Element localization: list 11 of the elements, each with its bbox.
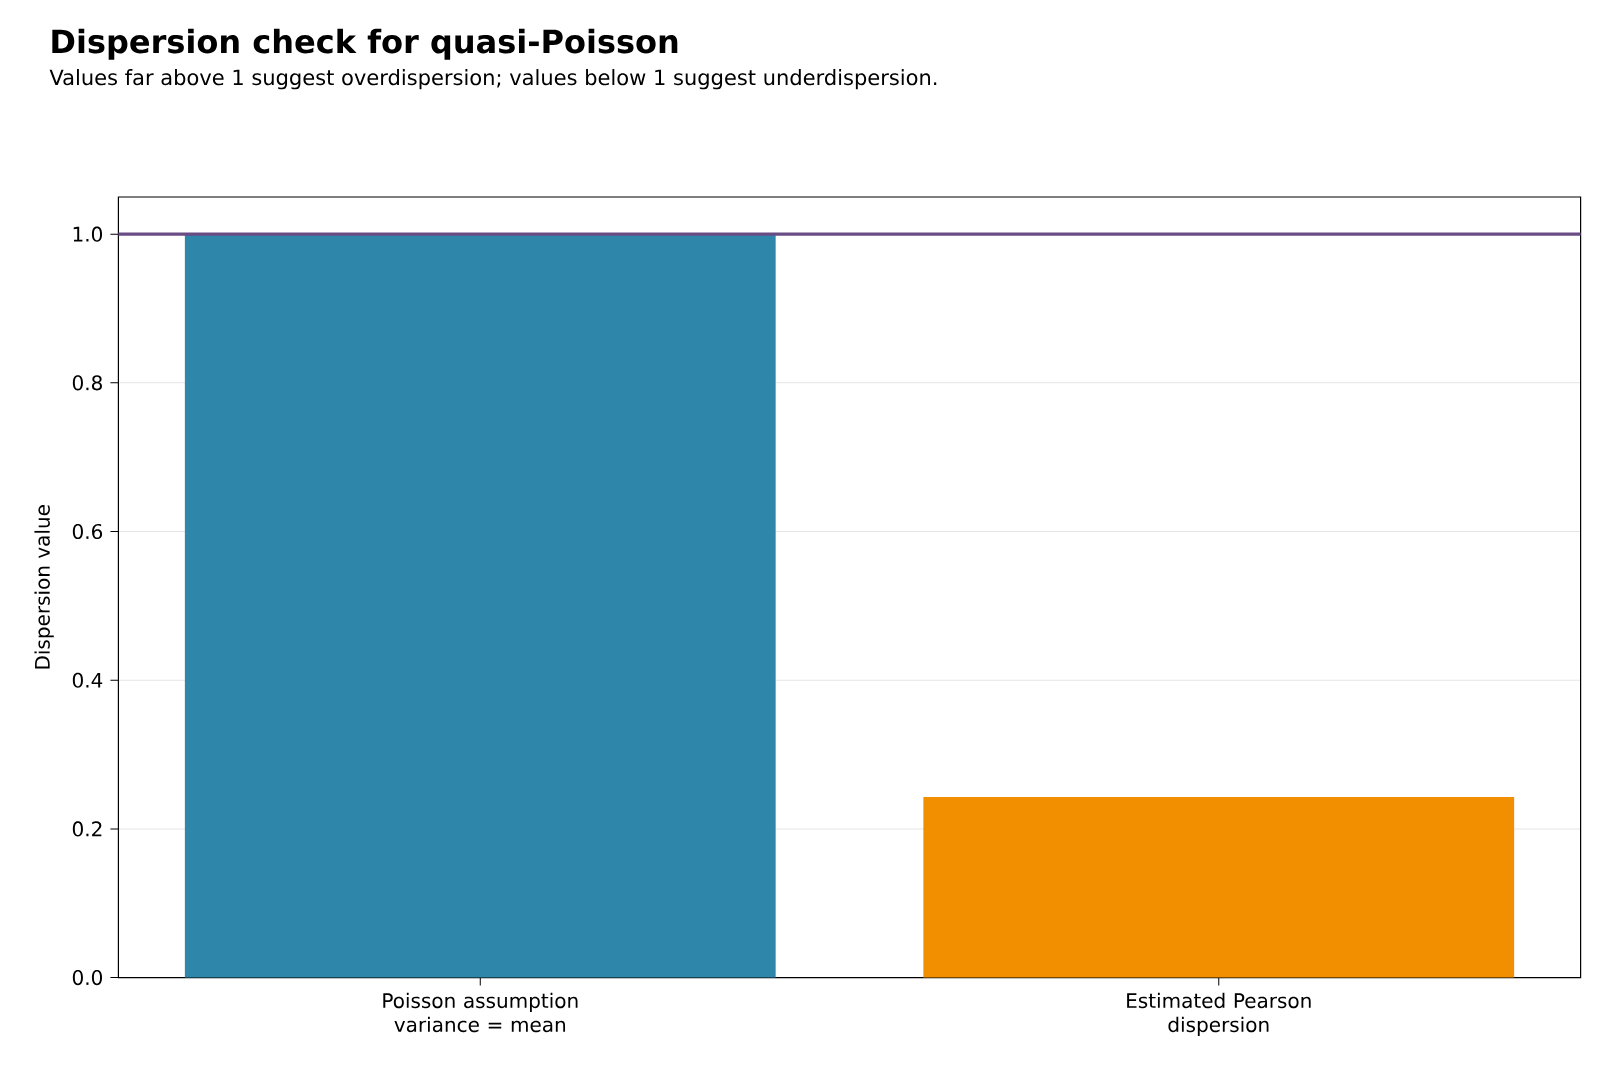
y-tick-label: 0.0 xyxy=(72,970,103,986)
y-tick-label: 0.4 xyxy=(72,672,103,688)
x-tick-label: Poisson assumption variance = mean xyxy=(383,992,578,1033)
y-tick-label: 0.2 xyxy=(72,821,102,837)
y-tick-label: 0.8 xyxy=(72,375,102,391)
y-tick-label: 1.0 xyxy=(73,226,103,242)
chart-subtitle: Values far above 1 suggest overdispersion; values below 1 suggest underdispersion. xyxy=(49,69,937,90)
chart-title: Dispersion check for quasi-Poisson xyxy=(52,28,678,60)
y-axis-title: Dispersion value xyxy=(34,505,54,669)
x-tick-label: Estimated Pearson dispersion xyxy=(1127,992,1311,1037)
y-tick-label: 0.6 xyxy=(72,523,103,540)
